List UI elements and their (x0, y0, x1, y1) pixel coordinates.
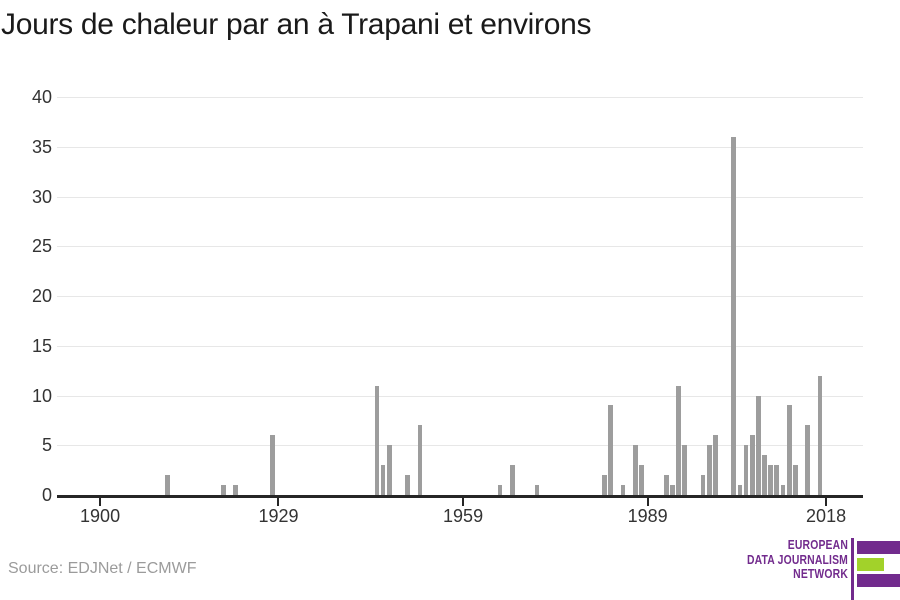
x-tick-mark (277, 498, 280, 506)
logo-line-data-journalism: DATA JOURNALISM (746, 551, 848, 567)
bar (712, 435, 718, 495)
bar (602, 475, 607, 495)
y-tick-label: 25 (31, 236, 52, 257)
bar (380, 465, 386, 495)
x-tick-mark (462, 498, 465, 506)
logo-line-european: EUROPEAN (787, 537, 848, 552)
gridline (57, 395, 863, 397)
logo-stripe-purple-top (857, 541, 900, 554)
gridline (57, 296, 863, 297)
chart-title: Jours de chaleur par an à Trapani et env… (1, 8, 592, 41)
x-tick-mark (646, 498, 649, 506)
bar (233, 485, 238, 495)
gridline (57, 445, 863, 447)
logo-stripe-purple-bottom (857, 574, 900, 587)
bar (639, 465, 644, 495)
bar (749, 435, 755, 495)
bar (731, 136, 737, 495)
y-tick-label: 5 (41, 435, 52, 456)
bar (632, 445, 638, 495)
y-tick-label: 15 (31, 335, 52, 356)
bar (663, 475, 669, 495)
bar (817, 375, 823, 495)
bar (165, 475, 171, 495)
gridline (57, 345, 863, 347)
y-tick-label: 35 (31, 136, 52, 157)
bar (269, 435, 275, 495)
bar (737, 485, 743, 495)
edjnet-logo: EUROPEAN DATA JOURNALISM NETWORK (640, 536, 900, 600)
bar (405, 475, 411, 495)
y-tick-label: 10 (31, 385, 52, 406)
x-tick-mark (99, 498, 102, 506)
bar (509, 465, 515, 495)
bar (805, 425, 811, 495)
x-axis-line (57, 495, 863, 498)
bar (417, 425, 423, 495)
logo-stripe-green (857, 558, 884, 571)
y-tick-label: 30 (31, 186, 52, 207)
bar (374, 385, 380, 495)
bar (774, 465, 780, 495)
bar (756, 395, 761, 495)
gridline (57, 196, 863, 198)
y-tick-label: 40 (31, 87, 52, 107)
x-tick-label: 2018 (806, 506, 847, 526)
bar (743, 445, 749, 495)
x-tick-label: 1989 (627, 506, 668, 526)
bar (676, 385, 681, 495)
bar (786, 405, 792, 495)
bar (497, 485, 503, 495)
x-tick-label: 1929 (258, 506, 299, 526)
bar (700, 475, 706, 495)
bar (608, 405, 614, 495)
gridline (57, 97, 863, 98)
bar (792, 465, 798, 495)
source-attribution: Source: EDJNet / ECMWF (8, 560, 197, 577)
bar (620, 485, 626, 495)
bar (762, 455, 767, 495)
gridline (57, 146, 863, 148)
x-tick-mark (825, 498, 828, 506)
y-tick-label: 20 (31, 286, 52, 306)
logo-divider-bar (851, 538, 854, 600)
y-tick-label: 0 (41, 485, 52, 505)
bar (534, 485, 540, 495)
bar (220, 485, 226, 495)
bar (780, 485, 786, 495)
bar (706, 445, 712, 495)
edjnet-logo-text: EUROPEAN DATA JOURNALISM NETWORK (688, 537, 848, 582)
bar (682, 445, 687, 495)
bar (386, 445, 392, 495)
gridline (57, 246, 863, 248)
x-tick-label: 1959 (443, 506, 484, 526)
bar (669, 485, 675, 495)
bar (768, 465, 774, 495)
x-tick-label: 1900 (80, 506, 121, 526)
logo-line-network: NETWORK (793, 566, 848, 582)
